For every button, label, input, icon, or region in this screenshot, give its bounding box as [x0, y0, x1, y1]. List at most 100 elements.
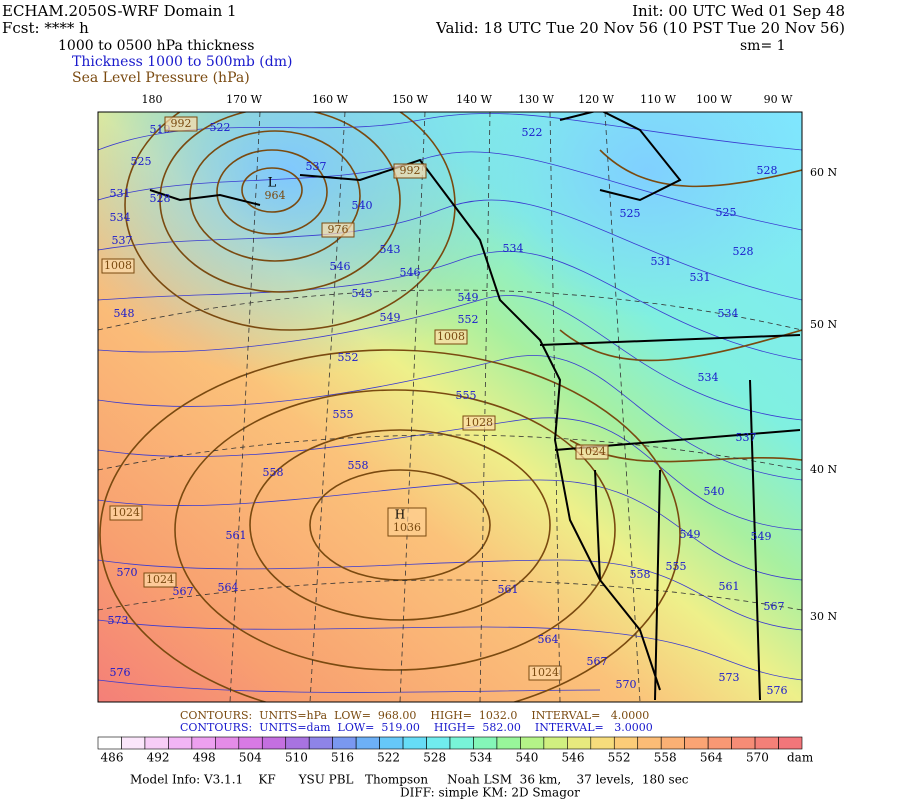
colorbar-label: 552: [608, 751, 631, 765]
thickness-label: 564: [218, 581, 239, 594]
thickness-label: 522: [522, 126, 543, 139]
colorbar-box: [731, 736, 756, 750]
thickness-label: 567: [764, 600, 785, 613]
pressure-label: 1008: [104, 259, 132, 272]
thickness-label: 549: [380, 311, 401, 324]
pressure-label-box: [434, 329, 468, 345]
valid-time: Valid: 18 UTC Tue 20 Nov 56 (10 PST Tue …: [435, 19, 845, 37]
colorbar-box: [754, 736, 779, 750]
thickness-label: 570: [616, 678, 637, 691]
pressure-label-box: [143, 572, 177, 588]
thickness-label: 543: [380, 243, 401, 256]
init-time: Init: 00 UTC Wed 01 Sep 48: [632, 2, 845, 20]
thickness-label: 558: [630, 568, 651, 581]
thickness-label: 573: [719, 671, 740, 684]
colorbar-label: 516: [331, 751, 354, 765]
colorbar-box: [402, 736, 427, 750]
thickness-label: 561: [498, 583, 519, 596]
pressure-label: 992: [171, 117, 192, 130]
thickness-label: 549: [680, 528, 701, 541]
pressure-contour-info: CONTOURS: UNITS=hPa LOW= 968.00 HIGH= 10…: [180, 709, 649, 722]
colorbar-label: 546: [562, 751, 585, 765]
longitude-label: 90 W: [764, 93, 793, 106]
colorbar-label: 492: [147, 751, 170, 765]
colorbar-box: [238, 736, 263, 750]
colorbar-label: 540: [515, 751, 538, 765]
thickness-label: 552: [458, 313, 479, 326]
thickness-contours: [98, 113, 802, 693]
colorbar-box: [684, 736, 709, 750]
longitude-label: 100 W: [696, 93, 732, 106]
colorbar-box: [543, 736, 568, 750]
colorbar-box: [97, 736, 122, 750]
field-name: 1000 to 0500 hPa thickness: [58, 38, 254, 54]
colorbar-box: [285, 736, 310, 750]
longitude-label: 110 W: [640, 93, 676, 106]
longitude-label: 160 W: [312, 93, 348, 106]
colorbar-label: 510: [285, 751, 308, 765]
thickness-label: 548: [114, 307, 135, 320]
thickness-label: 525: [716, 206, 737, 219]
pressure-label: 1024: [112, 506, 140, 519]
thickness-label: 558: [348, 459, 369, 472]
colorbar-box: [308, 736, 333, 750]
colorbar-box: [332, 736, 357, 750]
map-area: [98, 112, 802, 702]
thickness-label: 540: [352, 199, 373, 212]
thickness-label: 555: [333, 408, 354, 421]
colorbar-label: 558: [654, 751, 677, 765]
pressure-label-box: [321, 222, 355, 238]
colorbar-box: [261, 736, 287, 750]
pressure-label-box: [393, 163, 427, 179]
thickness-label: 576: [110, 666, 131, 679]
thickness-label: 528: [757, 164, 778, 177]
colorbar-label: 570: [746, 751, 769, 765]
latitude-label: 30 N: [810, 610, 837, 623]
colorbar-label: 534: [469, 751, 492, 765]
thickness-label: 537: [112, 234, 133, 247]
colorbar-label: 504: [239, 751, 262, 765]
thickness-label: 525: [620, 207, 641, 220]
colorbar-box: [496, 736, 521, 750]
colorbar-box: [660, 736, 685, 750]
model-title: ECHAM.2050S-WRF Domain 1: [2, 2, 237, 20]
thickness-label: 552: [338, 351, 359, 364]
thickness-label: 564: [538, 633, 559, 646]
thickness-label: 531: [110, 187, 131, 200]
low-symbol: L: [268, 176, 277, 191]
thickness-label: 531: [651, 255, 672, 268]
pressure-contours: [99, 112, 802, 702]
thickness-contour-info: CONTOURS: UNITS=dam LOW= 519.00 HIGH= 58…: [180, 721, 653, 734]
thickness-label: 537: [306, 160, 327, 173]
pressure-label: 1024: [146, 573, 174, 586]
colorbar-box: [590, 736, 615, 750]
colorbar-unit: dam: [787, 751, 814, 765]
high-box: [387, 507, 427, 537]
latitude-label: 50 N: [810, 318, 837, 331]
thickness-label: 537: [736, 431, 757, 444]
thickness-label: 534: [718, 307, 739, 320]
pressure-label: 1024: [578, 445, 606, 458]
thickness-label: 546: [400, 266, 421, 279]
coastline: [149, 112, 801, 701]
thickness-label: 528: [150, 192, 171, 205]
colorbar-label: 564: [700, 751, 723, 765]
pressure-label-box: [164, 116, 198, 132]
thickness-label: 528: [733, 245, 754, 258]
map-frame: [97, 111, 803, 703]
cold-pool: [98, 112, 802, 702]
pressure-legend: Sea Level Pressure (hPa): [72, 70, 250, 86]
latitude-label: 40 N: [810, 463, 837, 476]
low-value: 964: [265, 189, 286, 202]
colorbar-box: [778, 736, 803, 750]
pressure-label: 1028: [465, 416, 493, 429]
colorbar-box: [379, 736, 404, 750]
thickness-label: 573: [108, 614, 129, 627]
colorbar-box: [520, 736, 545, 750]
thickness-label: 531: [690, 271, 711, 284]
model-info: Model Info: V3.1.1 KF YSU PBL Thompson N…: [130, 773, 689, 787]
thickness-label: 543: [352, 287, 373, 300]
thickness-label: 555: [666, 560, 687, 573]
colorbar-box: [215, 736, 240, 750]
colorbar-box: [473, 736, 498, 750]
